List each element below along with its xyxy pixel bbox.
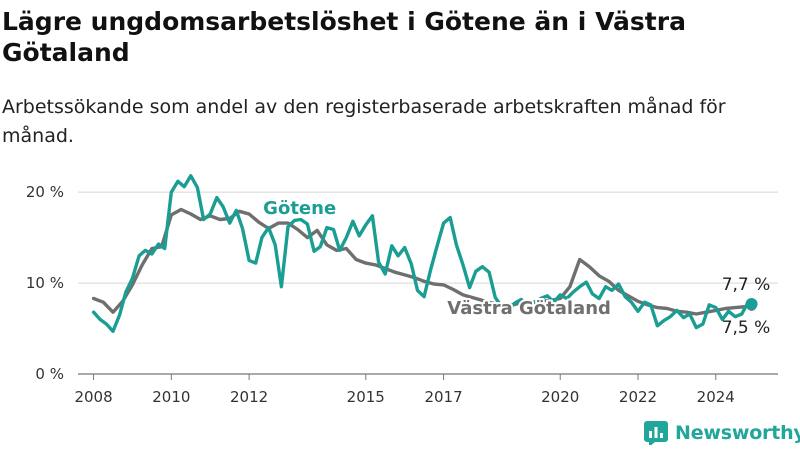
series-end-label: 7,5 %: [722, 318, 771, 338]
chart-subtitle: Arbetssökande som andel av den registerb…: [2, 96, 726, 147]
y-tick-label: 0 %: [35, 365, 64, 383]
series-end-label: 7,7 %: [722, 275, 771, 295]
newsworthy-logo: Newsworthy: [644, 419, 800, 447]
x-tick-label: 2008: [74, 388, 112, 406]
x-tick-label: 2017: [424, 388, 462, 406]
bar-chart-logo-icon: [644, 421, 668, 445]
y-tick-label: 10 %: [26, 274, 64, 292]
series-line-g-tene: [91, 174, 754, 333]
series-label: Götene: [263, 198, 336, 219]
series-line-v-stra-g-taland: [91, 207, 754, 316]
x-tick-label: 2024: [697, 388, 735, 406]
series-label: Västra Götaland: [447, 298, 611, 319]
series-end-point: [745, 298, 758, 310]
y-tick-label: 20 %: [26, 183, 64, 201]
x-tick-label: 2022: [619, 388, 657, 406]
x-tick-label: 2015: [347, 388, 385, 406]
brand-name: Newsworthy: [675, 422, 800, 444]
x-tick-label: 2012: [230, 388, 268, 406]
x-tick-label: 2020: [541, 388, 579, 406]
x-tick-label: 2010: [152, 388, 190, 406]
chart-title: Lägre ungdomsarbetslöshet i Götene än i …: [2, 7, 686, 67]
